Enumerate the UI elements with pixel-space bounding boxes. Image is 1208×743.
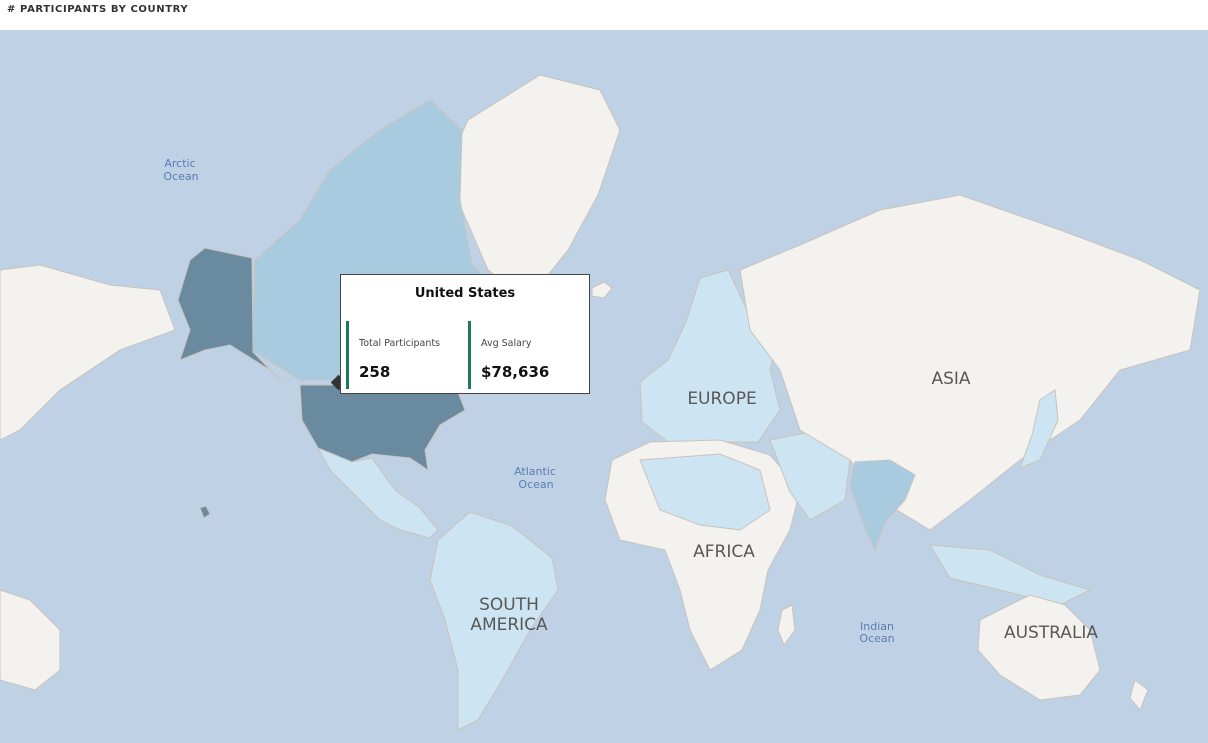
- country-usa-alaska[interactable]: [177, 247, 283, 383]
- country-united-states[interactable]: [299, 384, 466, 472]
- label-atlantic-ocean-2: Ocean: [518, 478, 553, 491]
- region-australia-left[interactable]: [0, 589, 61, 691]
- visual-header: # PARTICIPANTS BY COUNTRY: [0, 0, 1208, 30]
- chart-title: # PARTICIPANTS BY COUNTRY: [7, 4, 189, 15]
- label-arctic-ocean-1: Arctic: [164, 157, 195, 170]
- country-iceland[interactable]: [591, 281, 613, 299]
- region-central-america[interactable]: [316, 447, 439, 539]
- kpi-accent-bar: [346, 321, 349, 389]
- label-africa: AFRICA: [693, 542, 755, 562]
- label-south-america-2: AMERICA: [470, 615, 548, 635]
- label-arctic-ocean-2: Ocean: [163, 170, 198, 183]
- map-canvas: Arctic Ocean Atlantic Ocean Indian Ocean…: [0, 74, 1201, 731]
- label-europe: EUROPE: [687, 389, 756, 409]
- kpi-value-total-participants: 258: [359, 363, 391, 381]
- label-indian-ocean-2: Ocean: [859, 632, 894, 645]
- continent-south-america[interactable]: [429, 511, 559, 731]
- country-greenland[interactable]: [449, 74, 621, 301]
- label-south-america-1: SOUTH: [479, 595, 539, 615]
- country-usa-hawaii[interactable]: [199, 505, 211, 519]
- country-new-zealand[interactable]: [1129, 679, 1149, 711]
- label-asia: ASIA: [931, 369, 970, 389]
- region-southeast-asia[interactable]: [929, 544, 1092, 606]
- tooltip: United States Total Participants 258 Avg…: [340, 274, 590, 394]
- kpi-label-avg-salary: Avg Salary: [481, 338, 532, 349]
- tooltip-title: United States: [414, 286, 516, 301]
- kpi-card-avg-salary: Avg Salary $78,636: [468, 321, 578, 389]
- world-map[interactable]: Arctic Ocean Atlantic Ocean Indian Ocean…: [0, 30, 1208, 743]
- kpi-card-total-participants: Total Participants 258: [346, 321, 456, 389]
- label-australia: AUSTRALIA: [1004, 623, 1098, 643]
- kpi-accent-bar: [468, 321, 471, 389]
- continent-asia[interactable]: [739, 194, 1201, 531]
- label-atlantic-ocean-1: Atlantic: [514, 465, 556, 478]
- region-far-east-left[interactable]: [0, 264, 176, 441]
- country-madagascar[interactable]: [777, 604, 796, 647]
- country-australia[interactable]: [977, 594, 1101, 701]
- country-india[interactable]: [849, 459, 916, 552]
- kpi-label-total-participants: Total Participants: [359, 338, 441, 349]
- region-north-africa-participants[interactable]: [639, 453, 771, 531]
- kpi-value-avg-salary: $78,636: [481, 363, 550, 381]
- country-japan[interactable]: [1019, 389, 1059, 469]
- label-indian-ocean-1: Indian: [860, 620, 894, 633]
